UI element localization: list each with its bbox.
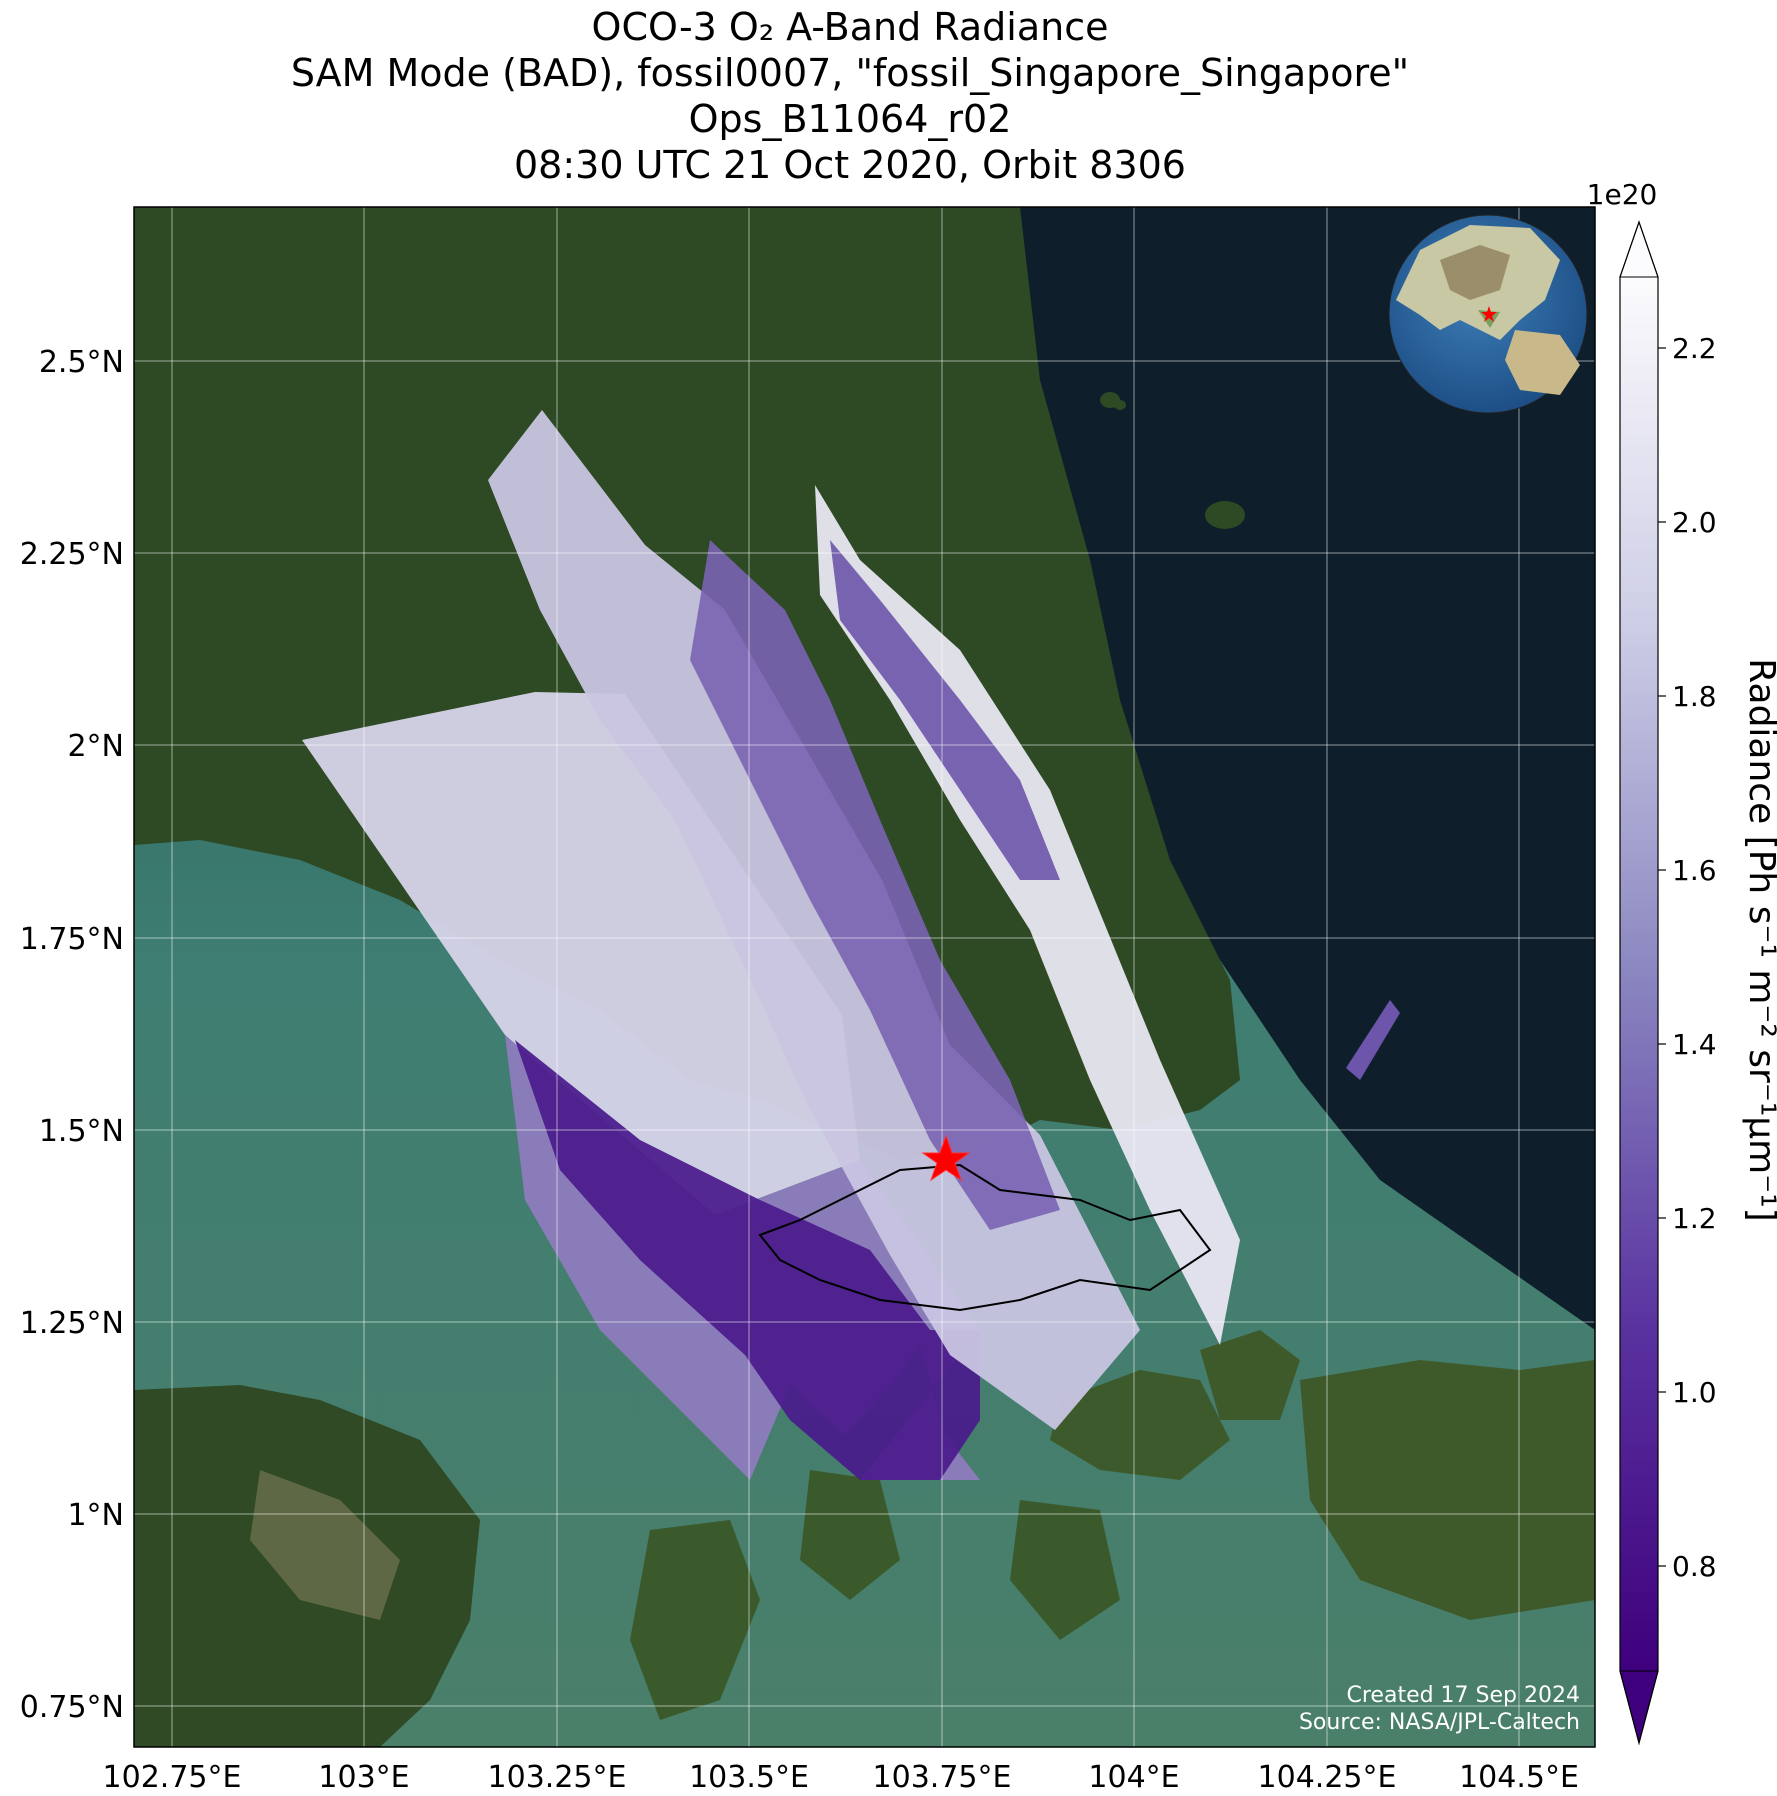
globe-locator-inset — [1388, 214, 1588, 414]
title-line-3: Ops_B11064_r02 — [688, 97, 1012, 141]
swath-fragment — [1346, 1000, 1400, 1080]
globe-star-marker — [1481, 306, 1497, 322]
colorbar-extend-bottom — [1619, 1670, 1659, 1745]
lon-tick-label: 103.75°E — [873, 1760, 1012, 1795]
lat-tick-label: 0.75°N — [20, 1690, 124, 1725]
swath-1-upper — [302, 692, 860, 1215]
lat-tick-label: 2°N — [67, 729, 124, 764]
colorbar-tick-label: 2.0 — [1672, 506, 1717, 539]
colorbar-tick-label: 1.2 — [1672, 1202, 1717, 1235]
swath-2-inner — [690, 540, 1060, 1230]
lat-tick-label: 2.25°N — [20, 537, 124, 572]
target-star-marker — [921, 1134, 971, 1182]
gridlines — [134, 207, 1595, 1747]
colorbar-extend-top — [1619, 220, 1659, 278]
colorbar-scale-label: 1e20 — [1587, 178, 1658, 211]
lat-tick-label: 1.25°N — [20, 1306, 124, 1341]
colorbar: 2.2 2.0 1.8 1.6 1.4 1.2 1.0 0.8 1e20 Rad… — [1587, 178, 1777, 1746]
map-frame — [133, 206, 1596, 1748]
colorbar-tick-label: 1.8 — [1672, 680, 1717, 713]
lat-tick-label: 1°N — [67, 1498, 124, 1533]
lon-tick-label: 103°E — [318, 1760, 409, 1795]
lon-tick-label: 102.75°E — [103, 1760, 242, 1795]
colorbar-tick-label: 1.6 — [1672, 854, 1717, 887]
colorbar-tick-label: 1.0 — [1672, 1376, 1717, 1409]
credit-line-1: Created 17 Sep 2024 — [1347, 1683, 1581, 1708]
lon-tick-label: 103.5°E — [689, 1760, 809, 1795]
lon-tick-label: 103.25°E — [488, 1760, 627, 1795]
colorbar-tick-label: 1.4 — [1672, 1028, 1717, 1061]
title-line-4: 08:30 UTC 21 Oct 2020, Orbit 8306 — [514, 143, 1186, 187]
swath-1-dark — [515, 1040, 980, 1480]
colorbar-tick-label: 0.8 — [1672, 1550, 1717, 1583]
colorbar-axis-label: Radiance [Ph s⁻¹ m⁻² sr⁻¹μm⁻¹] — [1741, 658, 1777, 1221]
lat-tick-label: 1.5°N — [39, 1114, 124, 1149]
credit-line-2: Source: NASA/JPL-Caltech — [1299, 1710, 1580, 1735]
lon-tick-label: 104.5°E — [1459, 1760, 1579, 1795]
title-line-2: SAM Mode (BAD), fossil0007, "fossil_Sing… — [290, 51, 1410, 95]
lat-tick-label: 2.5°N — [39, 345, 124, 380]
title-line-1: OCO-3 O₂ A-Band Radiance — [591, 5, 1109, 49]
colorbar-tick-label: 2.2 — [1672, 332, 1717, 365]
lat-tick-label: 1.75°N — [20, 922, 124, 957]
swath-3-purple — [830, 540, 1060, 880]
coastline — [758, 1163, 1212, 1312]
lon-tick-label: 104.25°E — [1258, 1760, 1397, 1795]
lon-tick-label: 104°E — [1088, 1760, 1179, 1795]
